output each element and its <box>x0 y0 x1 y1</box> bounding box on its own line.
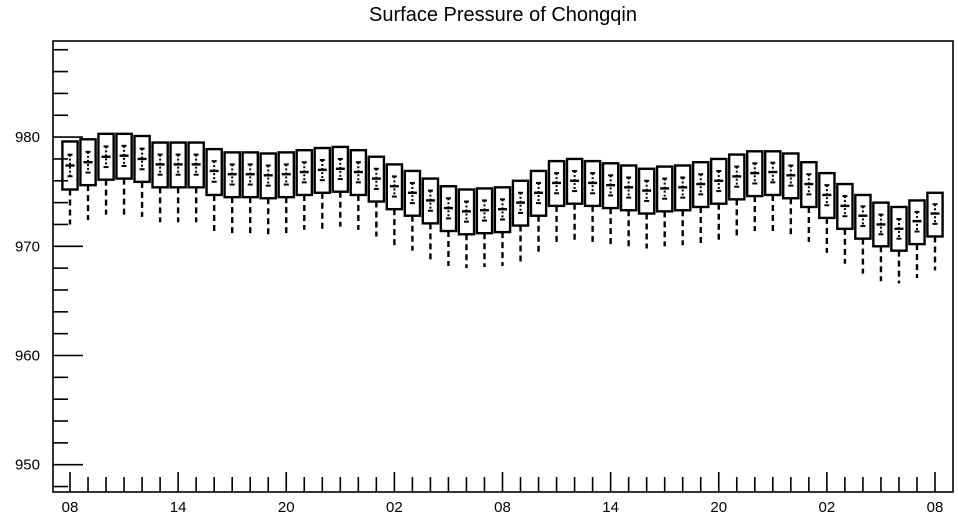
y-tick-label-960: 960 <box>15 347 40 364</box>
y-tick-label-970: 970 <box>15 238 40 255</box>
box-31 <box>619 164 638 247</box>
axes-layer: 950 960 970 980 08 14 20 02 08 14 20 02 08 <box>15 40 954 516</box>
box-44 <box>854 193 872 274</box>
box-4 <box>133 134 151 217</box>
box-17 <box>367 155 386 237</box>
box-41 <box>800 161 818 242</box>
box-26 <box>529 169 548 252</box>
box-15 <box>331 145 350 227</box>
x-tick-label-6: 20 <box>710 499 727 516</box>
box-25 <box>511 179 530 262</box>
box-46 <box>890 205 908 284</box>
box-40 <box>782 152 800 235</box>
box-21 <box>439 185 458 266</box>
box-39 <box>764 150 782 232</box>
x-tick-label-3: 02 <box>386 499 403 516</box>
x-tick-label-7: 02 <box>819 499 836 516</box>
box-0 <box>61 140 79 225</box>
box-13 <box>295 149 314 230</box>
box-12 <box>277 151 296 234</box>
box-27 <box>547 159 566 242</box>
box-33 <box>655 165 674 247</box>
box-28 <box>565 157 584 240</box>
boxes-layer <box>61 132 944 284</box>
box-23 <box>475 187 494 268</box>
box-18 <box>385 163 404 246</box>
box-1 <box>79 138 97 221</box>
box-16 <box>349 149 368 230</box>
box-38 <box>745 150 764 232</box>
box-24 <box>493 186 512 266</box>
box-6 <box>169 141 187 223</box>
box-11 <box>259 152 278 235</box>
box-47 <box>908 199 926 278</box>
y-tick-label-950: 950 <box>15 457 40 474</box>
box-19 <box>403 169 422 251</box>
box-29 <box>583 159 602 242</box>
box-48 <box>926 191 944 271</box>
box-9 <box>223 151 241 234</box>
box-14 <box>313 146 332 229</box>
box-36 <box>709 157 728 240</box>
box-2 <box>97 132 115 215</box>
box-34 <box>673 164 692 246</box>
box-8 <box>205 147 223 232</box>
x-tick-label-2: 20 <box>278 499 295 516</box>
x-tick-label-0: 08 <box>62 499 79 516</box>
plot-frame <box>52 40 954 493</box>
box-22 <box>457 188 476 269</box>
box-10 <box>241 151 260 234</box>
box-32 <box>637 167 656 249</box>
box-3 <box>115 132 133 215</box>
box-20 <box>421 177 440 260</box>
x-tick-label-4: 08 <box>494 499 511 516</box>
y-tick-label-980: 980 <box>15 129 40 146</box>
x-tick-label-1: 14 <box>170 499 187 516</box>
box-35 <box>691 161 710 244</box>
box-30 <box>601 162 620 245</box>
box-45 <box>872 201 890 282</box>
box-37 <box>727 153 746 236</box>
chart-title: Surface Pressure of Chongqin <box>369 4 637 26</box>
box-7 <box>187 141 205 223</box>
x-tick-label-8: 08 <box>927 499 944 516</box>
box-43 <box>836 182 854 264</box>
box-5 <box>151 141 169 223</box>
box-42 <box>818 171 836 253</box>
x-tick-label-5: 14 <box>602 499 619 516</box>
